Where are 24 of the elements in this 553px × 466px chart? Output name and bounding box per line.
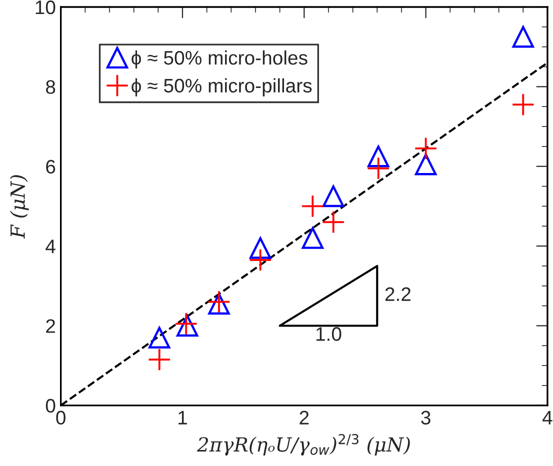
- point: [512, 26, 534, 48]
- x-tick-label: 2: [300, 410, 309, 424]
- point: [250, 237, 272, 259]
- x-tick-label: 3: [421, 410, 430, 425]
- annotation: 2.2: [385, 287, 410, 301]
- x-tick-label: 4: [542, 410, 552, 424]
- y-tick-label: 6: [46, 160, 56, 174]
- point: [322, 185, 344, 208]
- x-tick-label: 0: [56, 410, 66, 425]
- x-axis-title: 2πγR(ηₒU/γ$_{ow}$)$^{2/3}$ (μN): [196, 434, 410, 456]
- y-tick-label: 8: [46, 80, 56, 94]
- x-tick-label: 1: [178, 410, 187, 424]
- annotation: 1.0: [316, 327, 342, 341]
- point: [414, 154, 437, 176]
- legend-label: ϕ ≈ 50% micro-pillars: [132, 78, 312, 96]
- y-tick-label: 10: [36, 0, 56, 14]
- point: [302, 227, 324, 249]
- y-tick-label: 2: [46, 319, 55, 333]
- y-tick-label: 0: [46, 398, 56, 413]
- point: [368, 146, 390, 168]
- point: [148, 326, 170, 349]
- y-tick-label: 4: [46, 240, 56, 254]
- legend-label: ϕ ≈ 50% micro-holes: [132, 50, 308, 69]
- y-axis-title: F (μN): [10, 175, 29, 239]
